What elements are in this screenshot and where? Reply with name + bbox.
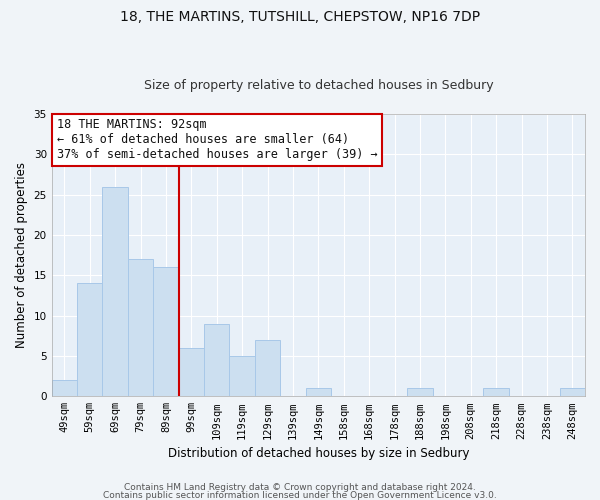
Text: 18, THE MARTINS, TUTSHILL, CHEPSTOW, NP16 7DP: 18, THE MARTINS, TUTSHILL, CHEPSTOW, NP1… bbox=[120, 10, 480, 24]
Bar bbox=[153, 268, 179, 396]
Bar bbox=[77, 284, 103, 397]
Text: 18 THE MARTINS: 92sqm
← 61% of detached houses are smaller (64)
37% of semi-deta: 18 THE MARTINS: 92sqm ← 61% of detached … bbox=[57, 118, 377, 161]
Text: Contains HM Land Registry data © Crown copyright and database right 2024.: Contains HM Land Registry data © Crown c… bbox=[124, 484, 476, 492]
Bar bbox=[407, 388, 433, 396]
Bar bbox=[103, 186, 128, 396]
Bar bbox=[255, 340, 280, 396]
Text: Contains public sector information licensed under the Open Government Licence v3: Contains public sector information licen… bbox=[103, 490, 497, 500]
Bar bbox=[305, 388, 331, 396]
Bar bbox=[52, 380, 77, 396]
Bar bbox=[128, 259, 153, 396]
Bar bbox=[179, 348, 204, 397]
Bar bbox=[204, 324, 229, 396]
X-axis label: Distribution of detached houses by size in Sedbury: Distribution of detached houses by size … bbox=[167, 447, 469, 460]
Bar bbox=[484, 388, 509, 396]
Bar bbox=[560, 388, 585, 396]
Y-axis label: Number of detached properties: Number of detached properties bbox=[15, 162, 28, 348]
Title: Size of property relative to detached houses in Sedbury: Size of property relative to detached ho… bbox=[143, 79, 493, 92]
Bar bbox=[229, 356, 255, 397]
